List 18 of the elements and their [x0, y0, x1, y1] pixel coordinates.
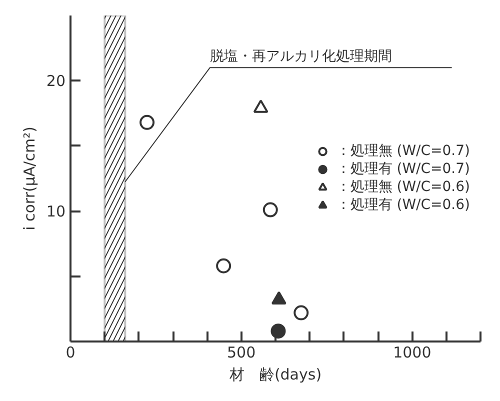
point [270, 324, 286, 339]
legend-label: ：処理有 (W/C=0.7) [336, 160, 470, 178]
point [216, 258, 232, 274]
point [262, 202, 278, 218]
y-axis-title: i corr(μA/cm²) [20, 126, 38, 230]
point [294, 305, 309, 320]
point [140, 114, 155, 130]
band-label: 脱塩・再アルカリ化処理期間 [210, 48, 392, 64]
y-tick-label: 10 [46, 202, 66, 221]
x-axis-title: 材 齢(days) [228, 366, 322, 384]
x-tick-label: 0 [66, 344, 76, 362]
legend-label: ：処理無 (W/C=0.7) [336, 142, 470, 160]
x-tick-label: 500 [227, 344, 256, 362]
y-tick-label: 20 [46, 72, 66, 90]
legend-label: ：処理有 (W/C=0.6) [336, 196, 470, 214]
x-tick-label: 1000 [393, 344, 432, 362]
legend-label: ：処理無 (W/C=0.6) [336, 178, 470, 196]
point [253, 100, 268, 113]
